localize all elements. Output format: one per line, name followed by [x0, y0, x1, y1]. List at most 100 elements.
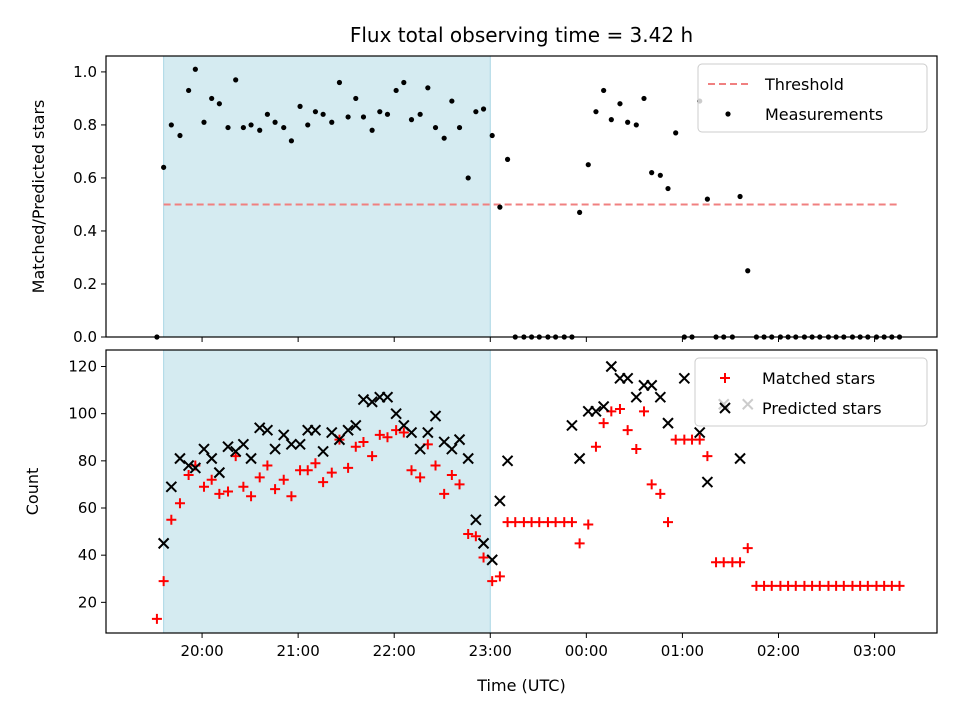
- predicted-star-point: [245, 452, 257, 465]
- predicted-star-point: [405, 426, 418, 439]
- measurement-point: [657, 172, 663, 178]
- matched-star-point: [566, 517, 577, 528]
- legend: Matched stars Predicted stars: [694, 357, 928, 427]
- predicted-star-point: [501, 455, 514, 467]
- measurement-point: [216, 101, 222, 107]
- matched-star-point: [286, 491, 297, 502]
- matched-star-point: [183, 469, 194, 480]
- predicted-star-point: [590, 405, 602, 418]
- chart-title: Flux total observing time = 3.42 h: [350, 23, 693, 47]
- y-tick-label: 80: [78, 452, 97, 470]
- predicted-star-point: [294, 438, 306, 451]
- matched-star-point: [646, 479, 657, 490]
- axes-frame: [105, 349, 938, 634]
- x-tick-label: 00:00: [565, 642, 608, 660]
- measurement-point: [393, 87, 399, 94]
- measurement-point: [186, 87, 192, 94]
- matched-star-point: [670, 434, 681, 445]
- predicted-star-point: [494, 495, 506, 507]
- matched-star-point: [254, 472, 265, 483]
- predicted-star-point: [597, 400, 610, 413]
- y-tick-label: 20: [78, 593, 97, 611]
- measurement-point: [504, 156, 511, 162]
- predicted-star-point: [222, 440, 234, 453]
- measurement-point: [248, 122, 254, 128]
- predicted-star-point: [390, 407, 402, 420]
- measurement-point: [408, 117, 415, 123]
- measurement-point: [608, 117, 614, 123]
- predicted-star-point: [350, 419, 362, 432]
- measurement-point: [192, 66, 198, 72]
- y-tick-label: 100: [68, 405, 97, 423]
- measurement-point: [625, 119, 631, 125]
- matched-star-point: [534, 517, 545, 528]
- measurement-point: [177, 132, 183, 139]
- y-axis-label: Matched/Predicted stars: [29, 100, 48, 294]
- measurement-point: [449, 98, 455, 104]
- predicted-star-point: [182, 459, 195, 472]
- predicted-star-point: [477, 537, 490, 550]
- measurement-point: [225, 124, 231, 131]
- predicted-star-point: [278, 429, 290, 441]
- measurement-point: [425, 85, 431, 91]
- predicted-star-point: [470, 514, 482, 526]
- predicted-star-point: [357, 393, 370, 406]
- matched-star-point: [374, 429, 385, 440]
- measurement-point: [377, 109, 383, 115]
- matched-star-point: [638, 406, 649, 417]
- matched-star-point: [718, 557, 729, 568]
- predicted-star-point: [254, 422, 266, 434]
- matched-star-point: [735, 557, 746, 568]
- x-tick-label: 03:00: [853, 642, 896, 660]
- measurement-point: [497, 204, 503, 210]
- measurement-point: [617, 101, 623, 107]
- predicted-star-point: [654, 391, 667, 403]
- matched-star-point: [278, 474, 289, 485]
- matched-star-point: [174, 498, 185, 509]
- predicted-star-point: [694, 426, 706, 439]
- measurement-point: [329, 119, 335, 125]
- observing-window-shade: [163, 349, 491, 634]
- predicted-star-point: [205, 452, 218, 465]
- matched-star-point: [151, 613, 162, 624]
- matched-star-point: [463, 528, 474, 539]
- matched-star-point: [446, 469, 457, 480]
- predicted-star-point: [462, 452, 474, 465]
- predicted-star-point: [269, 443, 281, 455]
- matched-star-point: [358, 436, 369, 447]
- measurement-point: [745, 268, 751, 274]
- matched-star-point: [598, 418, 609, 429]
- measurement-point: [264, 111, 270, 117]
- predicted-star-point: [662, 417, 674, 429]
- y-tick-label: 1.0: [73, 63, 97, 81]
- measurement-point: [233, 77, 239, 83]
- matched-star-point: [702, 451, 713, 462]
- matched-star-point: [790, 580, 801, 591]
- matched-star-point: [302, 465, 313, 476]
- matched-star-point: [238, 481, 249, 492]
- matched-star-point: [430, 460, 441, 471]
- measurement-point: [272, 119, 278, 125]
- matched-star-point: [631, 444, 642, 455]
- matched-star-point: [382, 432, 393, 443]
- x-tick-label: 01:00: [661, 642, 704, 660]
- measurement-point: [281, 124, 287, 131]
- predicted-star-point: [605, 360, 618, 373]
- measurement-point: [665, 185, 671, 192]
- measurement-point: [297, 103, 303, 109]
- predicted-star-point: [446, 443, 458, 455]
- matched-star-point: [838, 580, 849, 591]
- matched-star-point: [862, 580, 873, 591]
- predicted-star-point: [678, 372, 691, 385]
- legend-label: Threshold: [764, 75, 844, 94]
- predicted-star-point: [645, 379, 658, 392]
- predicted-star-point: [429, 410, 442, 422]
- matched-star-point: [415, 472, 426, 483]
- predicted-star-point: [414, 443, 426, 455]
- measurement-point: [401, 79, 407, 86]
- matched-star-point: [478, 552, 489, 563]
- predicted-star-point: [261, 424, 274, 436]
- measurement-point: [641, 95, 647, 102]
- top-panel: 0.0 0.2 0.4 0.6 0.8 1.0 Matched/Predicted star…: [29, 23, 938, 346]
- matched-star-point: [367, 451, 378, 462]
